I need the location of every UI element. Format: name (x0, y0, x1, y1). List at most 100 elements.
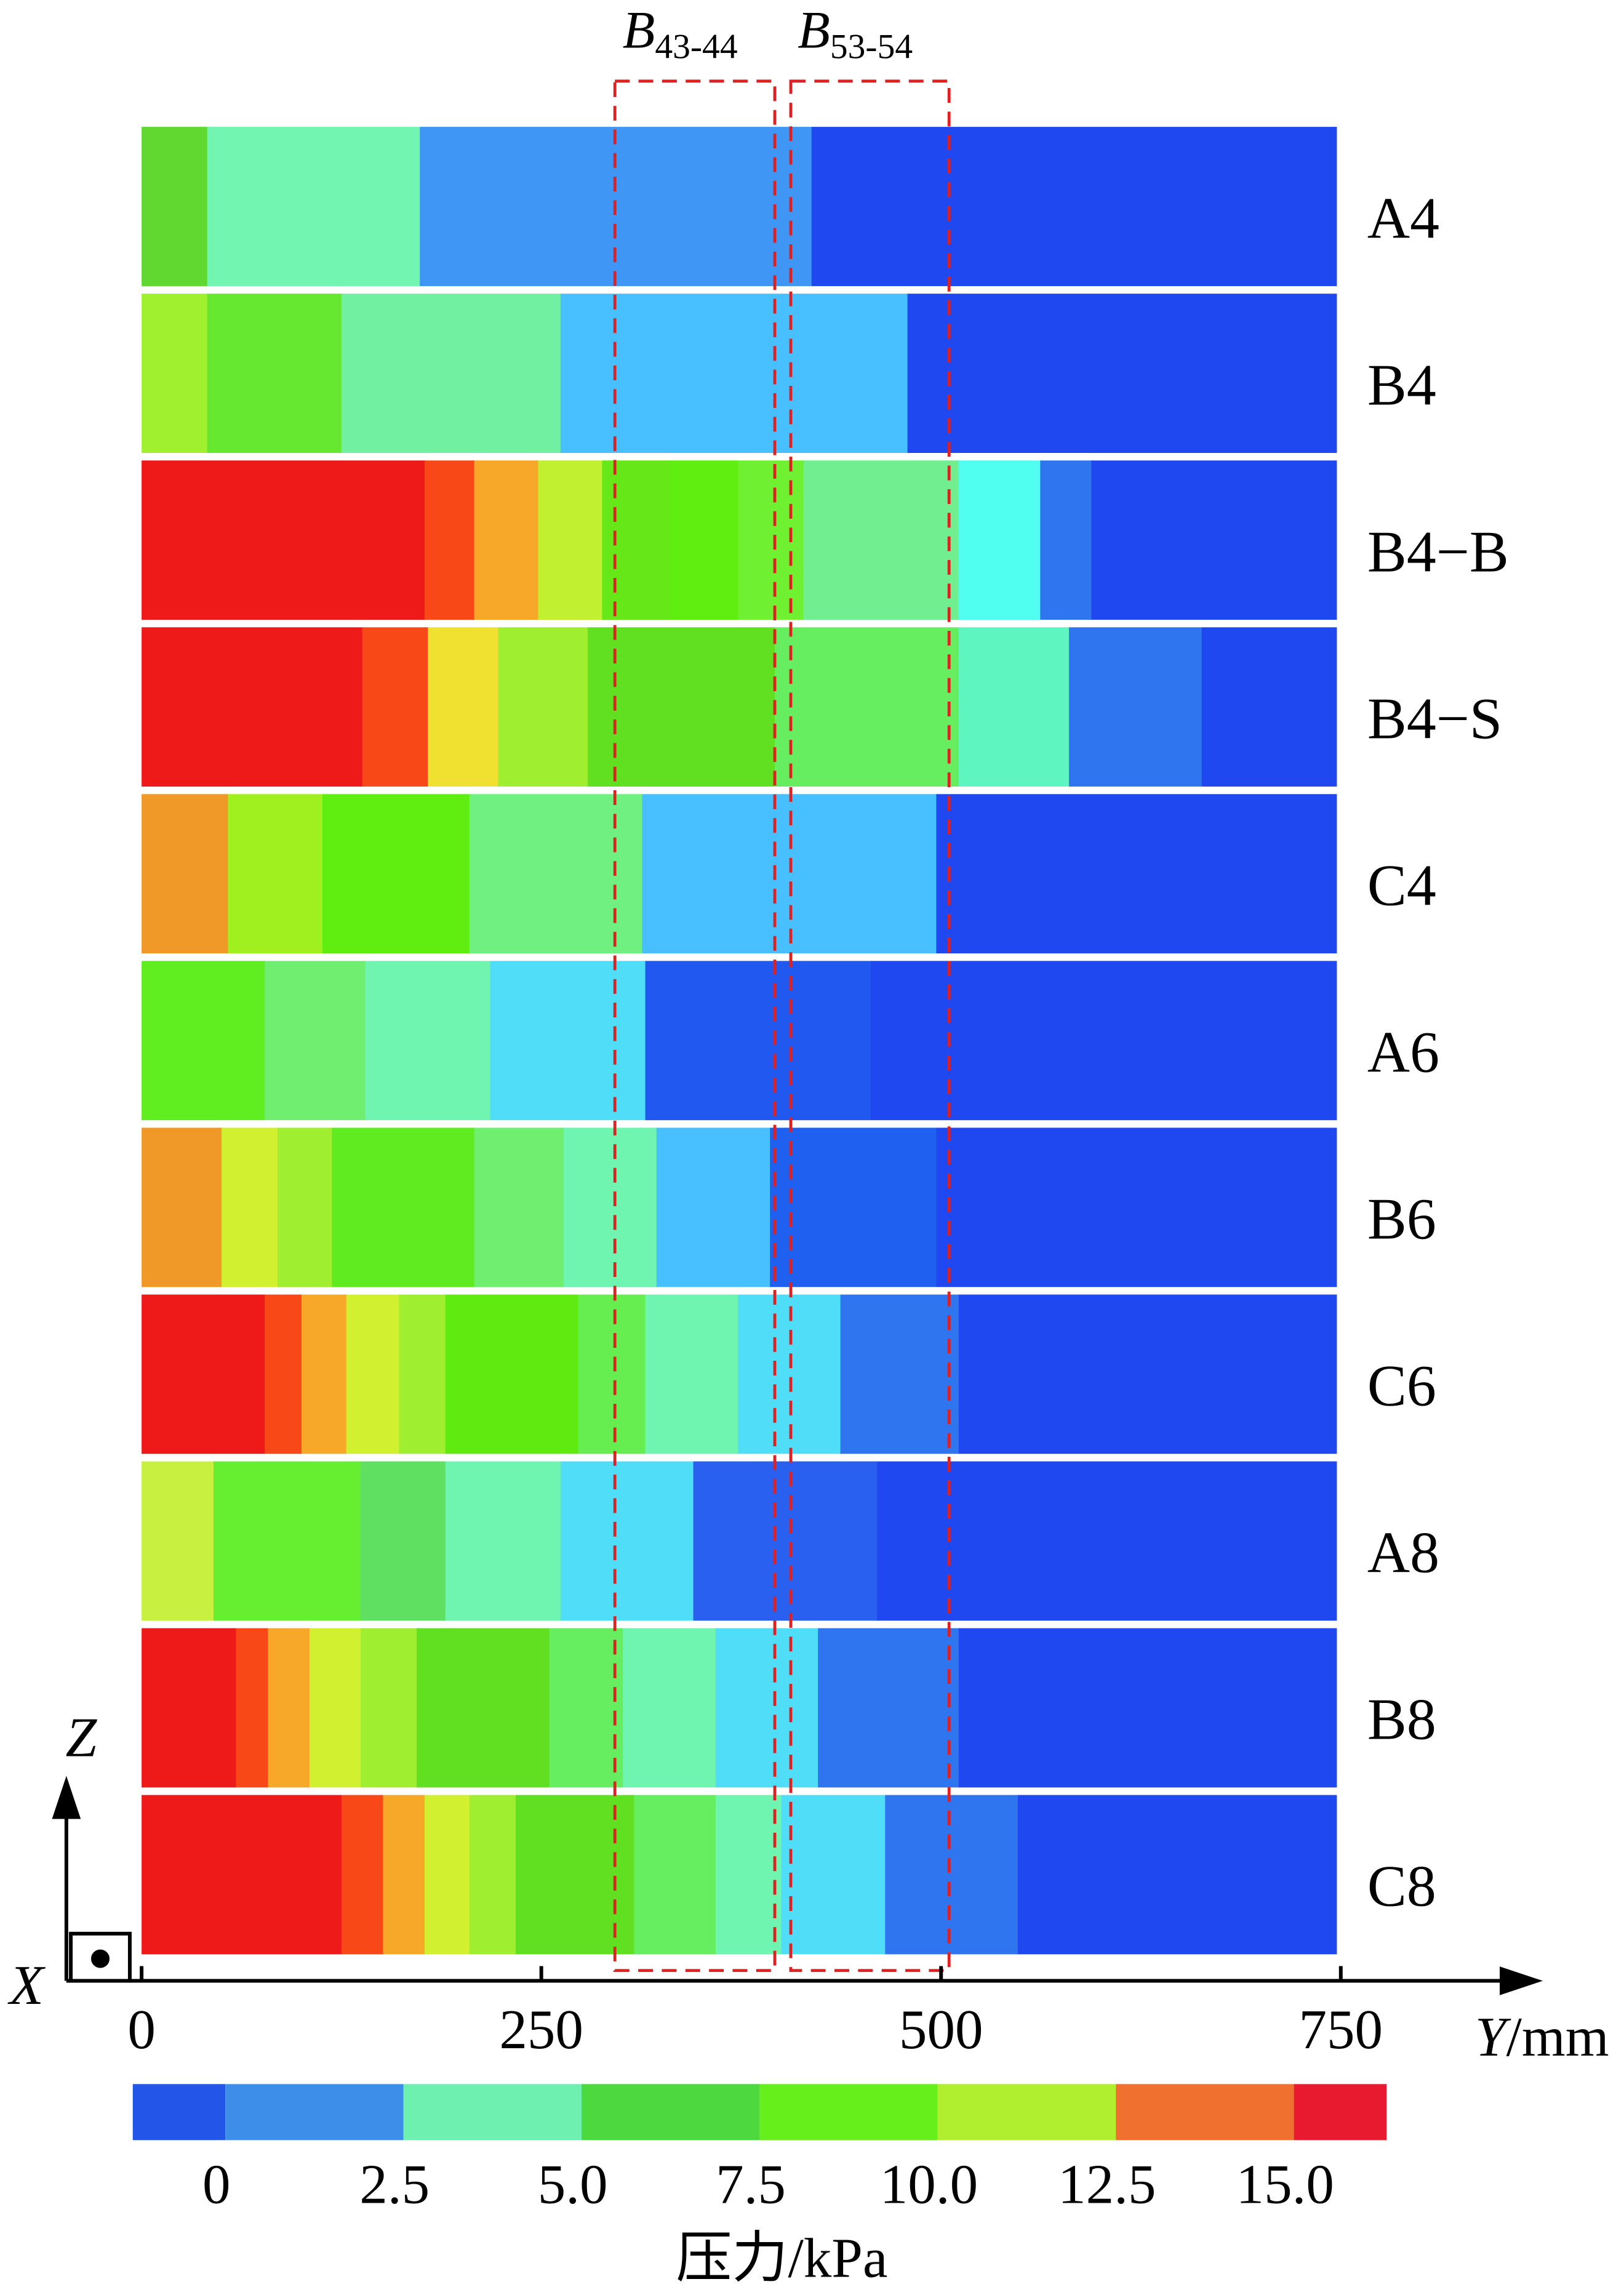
colorbar-tick-label: 15.0 (1236, 2153, 1334, 2216)
strip-label: A8 (1367, 1520, 1439, 1585)
pressure-band (781, 1795, 886, 1955)
colorbar-tick-label: 7.5 (716, 2153, 786, 2216)
pressure-band (277, 1127, 333, 1288)
pressure-band (840, 1294, 960, 1454)
pressure-band (870, 961, 1337, 1121)
pressure-band (770, 1127, 937, 1288)
colorbar-swatch (582, 2084, 760, 2141)
pressure-band (346, 1294, 400, 1454)
pressure-band (936, 794, 1337, 954)
pressure-band (142, 1461, 215, 1621)
pressure-band (803, 460, 960, 620)
pressure-band (142, 961, 266, 1121)
region-label: B53-54 (798, 0, 913, 66)
region-sub: 43-44 (655, 28, 737, 66)
pressure-band (268, 1628, 311, 1788)
colorbar-tick-label: 0 (202, 2153, 231, 2216)
pressure-band (775, 627, 960, 787)
pressure-band (693, 1461, 878, 1621)
strip-label: B6 (1367, 1187, 1436, 1252)
pressure-band (811, 127, 1337, 286)
pressure-band (1091, 460, 1337, 620)
pressure-band (1069, 627, 1203, 787)
colorbar-tick-label: 10.0 (880, 2153, 978, 2216)
pressure-band (474, 1127, 565, 1288)
pressure-band (361, 1461, 447, 1621)
pressure-band (424, 1795, 471, 1955)
strip-label: B4−S (1367, 686, 1502, 751)
axes-frame (52, 1776, 1543, 1995)
pressure-band (498, 627, 589, 787)
x-tick-label: 750 (1298, 1998, 1383, 2061)
pressure-band (602, 460, 672, 620)
pressure-band (469, 1795, 517, 1955)
pressure-band (142, 1795, 343, 1955)
pressure-band (214, 1461, 362, 1621)
region-letter: B (798, 0, 830, 59)
pressure-band (362, 627, 429, 787)
pressure-band (207, 127, 421, 286)
region-box (789, 79, 951, 1973)
strip-label: A6 (1367, 1020, 1439, 1085)
pressure-band (560, 294, 909, 453)
pressure-band (634, 1795, 717, 1955)
pressure-band (301, 1294, 348, 1454)
pressure-band (265, 961, 367, 1121)
pressure-band (907, 294, 1337, 453)
pressure-band (958, 627, 1070, 787)
pressure-band (715, 1628, 819, 1788)
pressure-band (383, 1795, 426, 1955)
pressure-band (715, 1795, 782, 1955)
pressure-band (365, 961, 491, 1121)
pressure-band (142, 627, 364, 787)
pressure-band (142, 1628, 237, 1788)
pressure-band (645, 1294, 739, 1454)
pressure-band (445, 1294, 579, 1454)
pressure-band (228, 794, 324, 954)
strip-label: B4−B (1367, 519, 1509, 584)
colorbar-tick-label: 5.0 (538, 2153, 608, 2216)
pressure-band (399, 1294, 447, 1454)
pressure-band (469, 794, 643, 954)
pressure-band (958, 1628, 1337, 1788)
region-sub: 53-54 (830, 28, 913, 66)
pressure-band (142, 1127, 223, 1288)
pressure-band (361, 1628, 418, 1788)
colorbar-swatch (759, 2084, 938, 2141)
colorbar-swatch (132, 2084, 226, 2141)
pressure-band (265, 1294, 303, 1454)
pressure-band (222, 1127, 279, 1288)
pressure-band (142, 460, 426, 620)
pressure-band (516, 1795, 635, 1955)
y-axis-unit: /mm (1506, 2006, 1609, 2068)
colorbar-swatch (403, 2084, 582, 2141)
strip-label: C8 (1367, 1854, 1436, 1919)
colorbar-swatch (1116, 2084, 1294, 2141)
colorbar-tick-label: 12.5 (1058, 2153, 1156, 2216)
pressure-band (877, 1461, 1337, 1621)
strip-label: C6 (1367, 1353, 1436, 1419)
pressure-band (958, 1294, 1337, 1454)
pressure-band (936, 1127, 1337, 1288)
pressure-band (818, 1628, 960, 1788)
colorbar-tick-label: 2.5 (359, 2153, 430, 2216)
pressure-band (1201, 627, 1337, 787)
pressure-band (738, 460, 805, 620)
pressure-band (958, 460, 1041, 620)
region-letter: B (623, 0, 655, 59)
pressure-band (207, 294, 343, 453)
x-tick-label: 500 (899, 1998, 983, 2061)
pressure-band (424, 460, 475, 620)
pressure-band (538, 460, 603, 620)
pressure-band (1017, 1795, 1337, 1955)
pressure-band (671, 460, 739, 620)
y-axis-label: Y/mm (1475, 2006, 1609, 2068)
strip-label: A4 (1367, 185, 1439, 250)
pressure-band (236, 1628, 269, 1788)
pressure-band (623, 1628, 717, 1788)
x-axis-var: X (7, 1954, 46, 2016)
x-tick-label: 250 (499, 1998, 583, 2061)
region-label: B43-44 (623, 0, 738, 66)
